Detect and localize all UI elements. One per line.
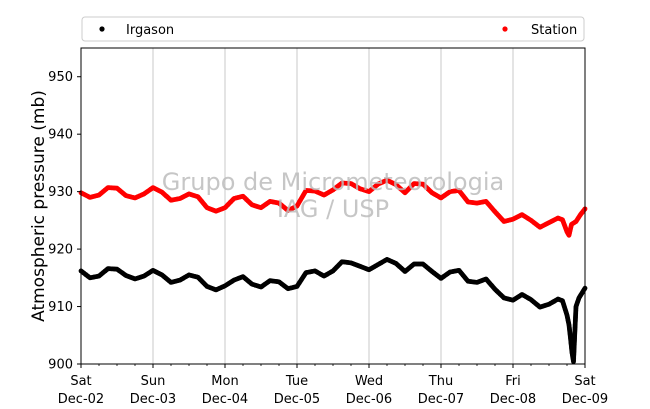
x-tick-label-day: Mon [211,374,238,389]
x-tick-label-date: Dec-09 [562,392,608,407]
y-tick-label: 950 [48,70,73,85]
x-tick-label-date: Dec-07 [418,392,464,407]
legend: Irgason Station [81,16,585,42]
x-tick-label-date: Dec-02 [58,392,104,407]
x-tick-label-day: Sat [574,374,595,389]
x-tick-label-day: Tue [285,374,308,389]
x-tick-label-date: Dec-05 [274,392,320,407]
watermark: Grupo de Micrometeorologia IAG / USP [162,168,504,223]
plot-data [78,177,588,365]
x-tick-label-date: Dec-04 [202,392,248,407]
legend-label-station: Station [531,23,577,38]
x-tick-label-day: Fri [505,374,521,389]
x-tick-label-day: Sat [70,374,91,389]
x-tick-label-date: Dec-03 [130,392,176,407]
y-tick-label: 940 [48,128,73,143]
series-irgason [78,257,588,365]
legend-frame [81,16,585,42]
x-tick-label-date: Dec-06 [346,392,392,407]
legend-marker-station [502,26,508,32]
watermark-line-1: Grupo de Micrometeorologia [162,168,504,196]
x-tick-label-day: Thu [428,374,453,389]
x-tick-label-day: Wed [355,374,383,389]
x-tick-label-day: Sun [141,374,166,389]
y-tick-label: 900 [48,358,73,373]
watermark-line-2: IAG / USP [277,195,389,223]
legend-marker-irgason [99,26,105,32]
x-tick-label-date: Dec-08 [490,392,536,407]
y-tick-label: 920 [48,243,73,258]
legend-label-irgason: Irgason [126,23,174,38]
axes: Sat Dec-02 Sun Dec-03 Mon Dec-04 Tue Dec-05 Wed D… [48,70,608,407]
y-tick-label: 910 [48,300,73,315]
series-station [78,177,588,238]
y-tick-label: 930 [48,185,73,200]
y-axis-label: Atmospheric pressure (mb) [29,90,49,322]
